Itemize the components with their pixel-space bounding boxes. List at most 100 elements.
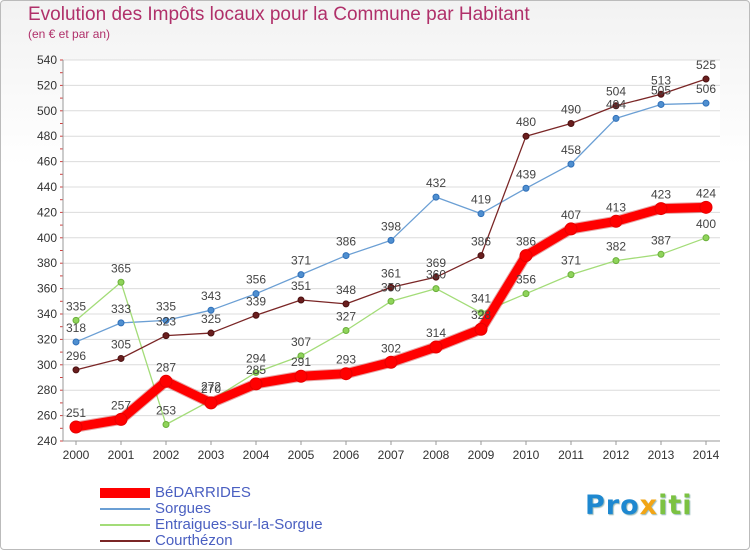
data-point	[612, 102, 620, 110]
data-point	[384, 355, 398, 369]
legend: BéDARRIDES Sorgues Entraigues-sur-la-Sorgu…	[100, 485, 400, 549]
data-point	[657, 250, 665, 258]
data-point	[387, 236, 395, 244]
data-point	[657, 90, 665, 98]
data-label: 333	[111, 302, 131, 316]
data-point	[162, 316, 170, 324]
y-tick-label: 400	[37, 231, 57, 245]
data-point	[429, 340, 443, 354]
legend-swatch	[100, 508, 150, 510]
data-point	[432, 193, 440, 201]
legend-label: Sorgues	[155, 500, 211, 517]
data-point	[564, 222, 578, 236]
legend-item: Sorgues	[100, 501, 400, 517]
data-point	[294, 369, 308, 383]
legend-swatch	[100, 524, 150, 526]
data-label: 504	[606, 85, 626, 99]
data-label: 400	[696, 217, 716, 231]
data-label: 398	[381, 219, 401, 233]
y-tick-label: 520	[37, 78, 57, 92]
y-tick-label: 380	[37, 256, 57, 270]
data-point	[342, 252, 350, 260]
data-point	[339, 367, 353, 381]
data-point	[567, 271, 575, 279]
data-label: 328	[471, 308, 491, 322]
data-label: 386	[336, 235, 356, 249]
data-label: 327	[336, 310, 356, 324]
x-tick-label: 2005	[288, 448, 315, 462]
data-point	[654, 202, 668, 216]
data-point	[252, 311, 260, 319]
y-tick-label: 340	[37, 307, 57, 321]
data-label: 494	[606, 97, 626, 111]
data-point	[477, 252, 485, 260]
logo-part-x: x	[639, 490, 659, 521]
data-label: 361	[381, 266, 401, 280]
data-label: 341	[471, 292, 491, 306]
data-label: 458	[561, 143, 581, 157]
data-label: 350	[381, 280, 401, 294]
data-point	[432, 273, 440, 281]
legend-label: BéDARRIDES	[155, 484, 251, 501]
data-point	[477, 309, 485, 317]
data-label: 369	[426, 256, 446, 270]
data-label: 291	[291, 355, 311, 369]
data-label: 356	[246, 273, 266, 287]
data-point	[159, 374, 173, 388]
data-label: 386	[471, 235, 491, 249]
data-point	[702, 234, 710, 242]
data-point	[702, 99, 710, 107]
x-tick-label: 2007	[378, 448, 405, 462]
y-tick-label: 360	[37, 282, 57, 296]
data-point	[657, 100, 665, 108]
data-label: 335	[156, 299, 176, 313]
data-point	[522, 290, 530, 298]
data-label: 293	[336, 353, 356, 367]
data-point	[297, 352, 305, 360]
data-point	[297, 271, 305, 279]
logo-part-iti: iti	[658, 490, 693, 521]
data-label: 371	[561, 254, 581, 268]
data-label: 387	[651, 233, 671, 247]
data-point	[72, 316, 80, 324]
y-tick-label: 260	[37, 409, 57, 423]
data-label: 356	[516, 273, 536, 287]
y-tick-label: 460	[37, 155, 57, 169]
y-tick-label: 480	[37, 129, 57, 143]
data-label: 325	[201, 312, 221, 326]
data-label: 371	[291, 254, 311, 268]
data-label: 285	[246, 363, 266, 377]
data-label: 314	[426, 326, 446, 340]
data-label: 513	[651, 73, 671, 87]
y-tick-label: 420	[37, 205, 57, 219]
legend-label: Courthézon	[155, 532, 233, 549]
x-tick-label: 2013	[648, 448, 675, 462]
data-label: 351	[291, 279, 311, 293]
data-label: 407	[561, 208, 581, 222]
data-point	[297, 296, 305, 304]
data-point	[117, 278, 125, 286]
data-point	[252, 368, 260, 376]
y-tick-label: 320	[37, 332, 57, 346]
data-point	[432, 285, 440, 293]
data-label: 287	[156, 360, 176, 374]
data-point	[609, 214, 623, 228]
data-point	[474, 322, 488, 336]
data-label: 419	[471, 193, 491, 207]
x-tick-label: 2009	[468, 448, 495, 462]
data-point	[702, 75, 710, 83]
data-label: 360	[426, 268, 446, 282]
data-label: 294	[246, 351, 266, 365]
data-label: 423	[651, 188, 671, 202]
data-point	[519, 249, 533, 263]
data-label: 348	[336, 283, 356, 297]
data-label: 439	[516, 167, 536, 181]
x-tick-label: 2006	[333, 448, 360, 462]
y-tick-label: 240	[37, 434, 57, 448]
data-label: 302	[381, 341, 401, 355]
y-tick-label: 440	[37, 180, 57, 194]
data-point	[204, 396, 218, 410]
data-label: 270	[201, 382, 221, 396]
legend-swatch	[100, 540, 150, 542]
